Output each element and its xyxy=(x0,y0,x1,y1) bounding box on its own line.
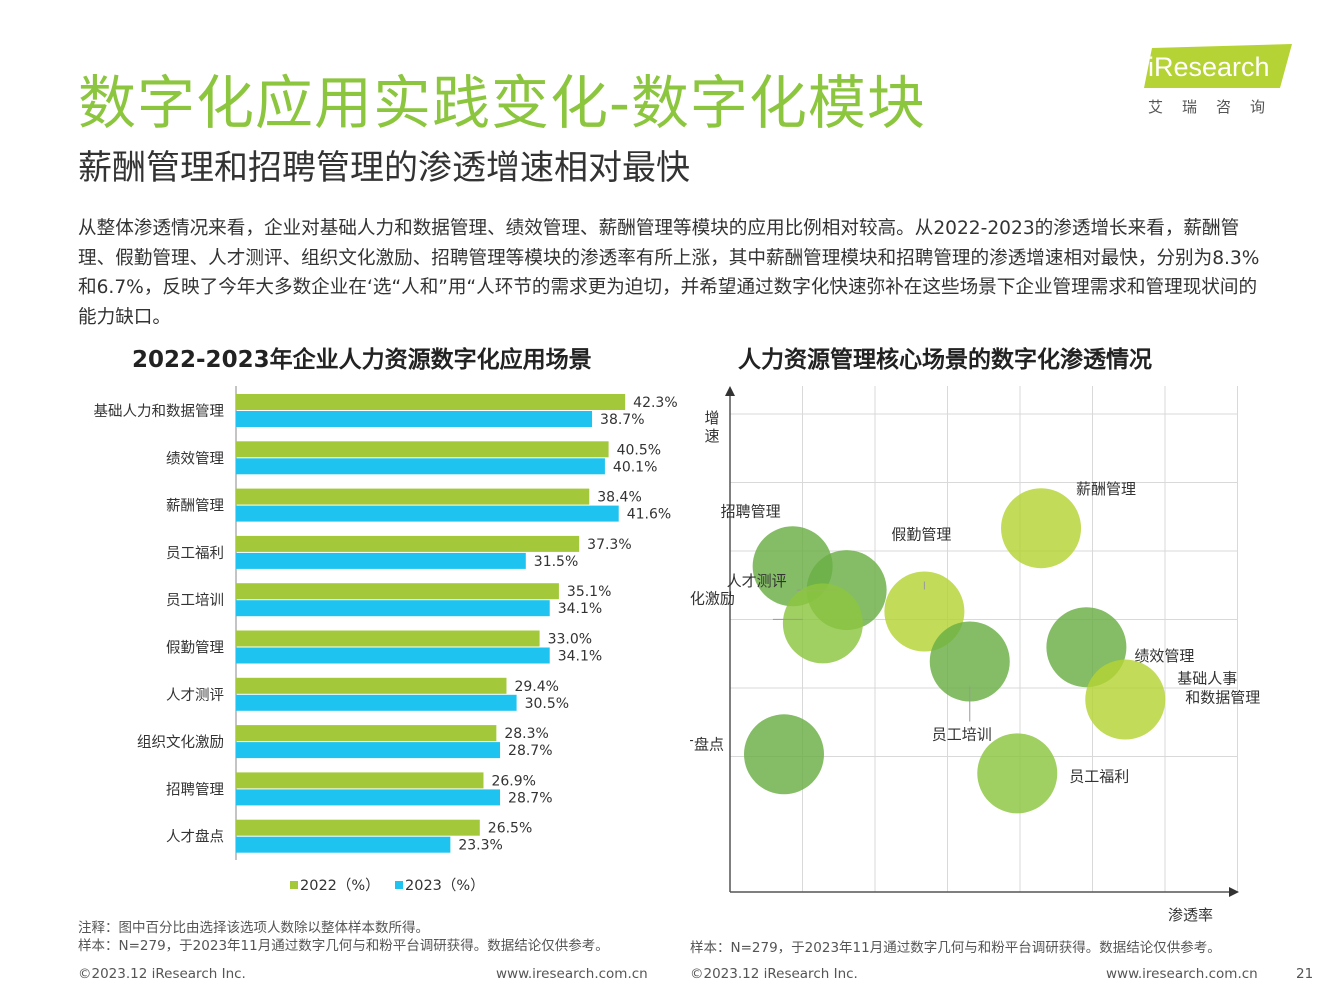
bubble-label: 人才盘点 xyxy=(690,735,724,753)
bubble-label: 薪酬管理 xyxy=(1076,480,1136,498)
category-label: 薪酬管理 xyxy=(166,498,224,515)
bar-2022 xyxy=(236,583,559,600)
legend-label-2022: 2022（%） xyxy=(300,877,380,894)
logo-badge xyxy=(1144,44,1292,88)
data-label-2022: 33.0% xyxy=(548,632,592,648)
bar-chart-note: 注释：图中百分比由选择该选项人数除以整体样本数所得。 xyxy=(78,920,429,936)
bubble-label: 员工福利 xyxy=(1069,767,1129,785)
bar-2023 xyxy=(236,694,517,711)
page-title: 数字化应用实践变化-数字化模块 xyxy=(78,69,926,137)
bar-2022 xyxy=(236,772,484,789)
bubble-label: 人才测评 xyxy=(727,572,787,590)
x-axis-arrow xyxy=(1229,887,1239,897)
summary-paragraph: 从整体渗透情况来看，企业对基础人力和数据管理、绩效管理、薪酬管理等模块的应用比例… xyxy=(78,218,1260,328)
category-label: 人才测评 xyxy=(166,687,224,704)
data-label-2023: 34.1% xyxy=(558,649,602,665)
bubble-chart-sample: 样本：N=279，于2023年11月通过数字几何与和粉平台调研获得。数据结论仅供… xyxy=(690,940,1221,956)
bubble-label: 员工培训 xyxy=(932,725,992,743)
category-label: 假勤管理 xyxy=(166,640,224,657)
bar-2022 xyxy=(236,630,540,647)
data-label-2022: 37.3% xyxy=(587,537,631,553)
bar-2023 xyxy=(236,742,501,759)
bubble-chart: 渗透率 增速薪酬管理招聘管理假勤管理人才测评组织文化激励绩效管理员工培训 基础人事和… xyxy=(690,386,1260,924)
data-label-2022: 29.4% xyxy=(514,679,558,695)
bubble-label: 基础人事和数据管理 xyxy=(1177,670,1260,707)
data-label-2023: 34.1% xyxy=(558,601,602,617)
bubble-chart-title: 人力资源管理核心场景的数字化渗透情况 xyxy=(738,347,1152,373)
data-label-2023: 28.7% xyxy=(508,790,552,806)
bar-2022 xyxy=(236,394,626,410)
bar-2022 xyxy=(236,819,480,836)
legend-swatch-2022 xyxy=(290,881,298,889)
data-label-2022: 26.5% xyxy=(488,821,532,837)
page-subtitle: 薪酬管理和招聘管理的渗透增速相对最快 xyxy=(78,148,690,188)
bubble-label: 组织文化激励 xyxy=(690,589,735,607)
footer-copyright-right: ©2023.12 iResearch Inc. xyxy=(690,966,858,982)
legend-swatch-2023 xyxy=(395,881,403,889)
bar-2023 xyxy=(236,600,550,617)
x-axis-label: 渗透率 xyxy=(1168,906,1213,924)
bar-2022 xyxy=(236,441,609,458)
bar-2022 xyxy=(236,488,590,505)
bar-2022 xyxy=(236,725,497,742)
bubble xyxy=(1085,659,1166,740)
bubble-label: 招聘管理 xyxy=(721,502,781,520)
bar-chart-title: 2022-2023年企业人力资源数字化应用场景 xyxy=(132,347,592,373)
data-label-2022: 42.3% xyxy=(633,395,677,411)
data-label-2022: 35.1% xyxy=(567,584,611,600)
footer-url-right[interactable]: www.iresearch.com.cn xyxy=(1106,966,1258,982)
bar-2023 xyxy=(236,411,593,427)
bar-2023 xyxy=(236,505,619,522)
bar-chart: 基础人力和数据管理 42.3%38.7% 绩效管理 40.5%40.1% 薪酬管理 38.… xyxy=(94,386,678,894)
bar-2023 xyxy=(236,647,550,664)
bar-chart-sample: 样本：N=279，于2023年11月通过数字几何与和粉平台调研获得。数据结论仅供… xyxy=(78,938,609,954)
bubble-label: 假勤管理 xyxy=(891,526,951,544)
category-label: 人才盘点 xyxy=(166,828,224,846)
data-label-2022: 26.9% xyxy=(491,773,535,789)
page-number: 21 xyxy=(1296,966,1314,982)
category-label: 员工福利 xyxy=(166,545,224,562)
data-label-2023: 41.6% xyxy=(627,507,671,523)
y-axis-arrow xyxy=(725,386,735,396)
category-label: 招聘管理 xyxy=(166,781,224,798)
data-label-2022: 38.4% xyxy=(597,490,641,506)
data-label-2023: 28.7% xyxy=(508,743,552,759)
bar-2022 xyxy=(236,677,507,694)
y-axis-label: 速 xyxy=(704,427,719,445)
bar-2023 xyxy=(236,836,451,853)
data-label-2023: 38.7% xyxy=(600,412,644,428)
bubble xyxy=(744,714,824,795)
category-label: 基础人力和数据管理 xyxy=(94,403,225,420)
category-label: 绩效管理 xyxy=(166,450,224,467)
data-label-2022: 40.5% xyxy=(617,442,661,458)
footer-copyright-left: ©2023.12 iResearch Inc. xyxy=(78,966,246,982)
logo-subtext: 艾瑞咨询 xyxy=(1148,98,1285,116)
bubble xyxy=(929,621,1010,702)
data-label-2023: 30.5% xyxy=(525,696,569,712)
category-label: 组织文化激励 xyxy=(137,734,224,751)
legend-label-2023: 2023（%） xyxy=(405,877,485,894)
bubble xyxy=(782,583,863,664)
data-label-2023: 40.1% xyxy=(613,459,657,475)
bar-2023 xyxy=(236,789,501,806)
category-label: 员工培训 xyxy=(166,592,224,609)
data-label-2022: 28.3% xyxy=(504,726,548,742)
bar-2023 xyxy=(236,552,526,569)
bubble xyxy=(977,733,1058,814)
bar-2023 xyxy=(236,458,605,475)
bar-2022 xyxy=(236,535,580,552)
bubble xyxy=(1001,488,1082,569)
logo-text: iResearch xyxy=(1148,52,1270,82)
footer-url-left[interactable]: www.iresearch.com.cn xyxy=(496,966,648,982)
y-axis-label: 增 xyxy=(704,409,719,427)
bubble-label: 绩效管理 xyxy=(1134,647,1194,665)
data-label-2023: 31.5% xyxy=(534,554,578,570)
data-label-2023: 23.3% xyxy=(458,838,502,854)
